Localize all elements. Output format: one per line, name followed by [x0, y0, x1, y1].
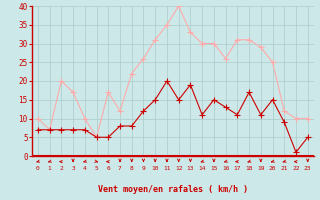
X-axis label: Vent moyen/en rafales ( km/h ): Vent moyen/en rafales ( km/h ) [98, 185, 248, 194]
